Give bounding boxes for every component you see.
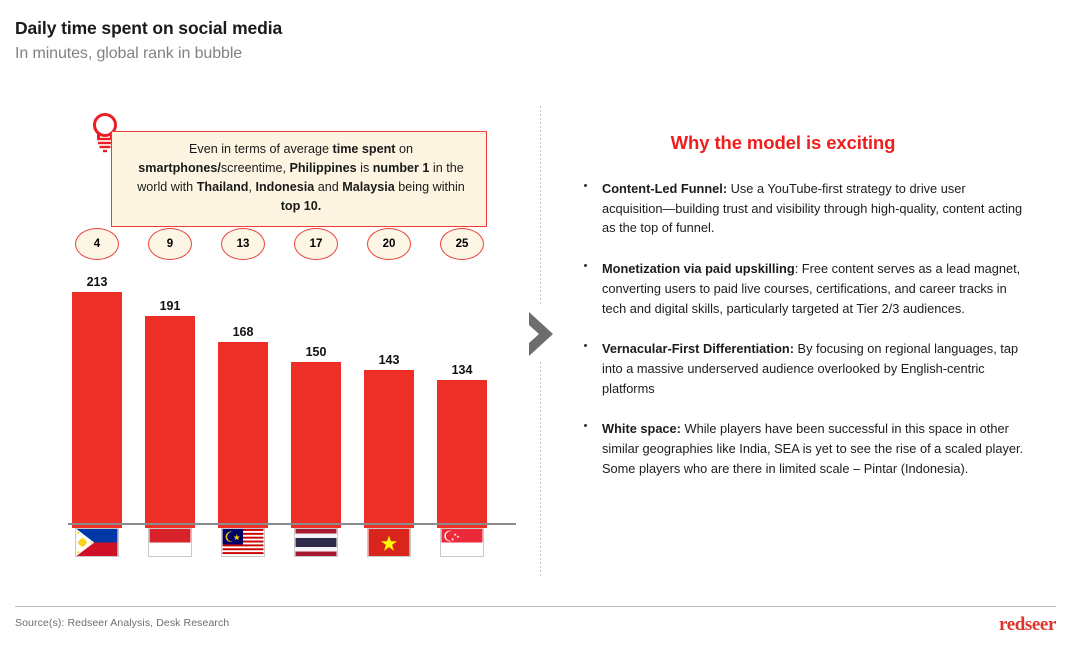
page-title: Daily time spent on social media — [15, 18, 283, 38]
bar-value-label: 150 — [305, 345, 327, 359]
footer-divider — [15, 606, 1056, 607]
rank-bubble-label: 13 — [236, 238, 250, 250]
rank-bubble-label: 17 — [309, 238, 323, 250]
rank-bubble: 20 — [367, 228, 411, 260]
bar-value-label: 191 — [159, 299, 181, 313]
rank-bubble: 9 — [148, 228, 192, 260]
insights-bullet-list: Content-Led Funnel: Use a YouTube-first … — [568, 179, 1028, 478]
list-item: White space: While players have been suc… — [582, 419, 1028, 478]
bar — [218, 342, 268, 528]
list-item-text: Content-Led Funnel: Use a YouTube-first … — [602, 181, 1023, 236]
bar-value-label: 168 — [232, 325, 254, 339]
bullet-dot-icon — [584, 344, 587, 348]
slide-header: Daily time spent on social media In minu… — [15, 18, 282, 64]
bar — [72, 292, 122, 528]
rank-bubble: 17 — [294, 228, 338, 260]
rank-bubble: 25 — [440, 228, 484, 260]
bar-column: 134 — [437, 270, 487, 528]
flag-row — [72, 528, 522, 560]
malaysia-flag-icon — [221, 528, 265, 557]
bar — [145, 316, 195, 528]
philippines-flag-icon — [75, 528, 119, 557]
bar-value-label: 143 — [378, 353, 400, 367]
list-item: Monetization via paid upskilling: Free c… — [582, 259, 1028, 318]
bar-value-label: 134 — [451, 363, 473, 377]
bar — [364, 370, 414, 528]
bar-column: 191 — [145, 270, 195, 528]
rank-bubble: 4 — [75, 228, 119, 260]
list-item: Vernacular-First Differentiation: By foc… — [582, 339, 1028, 398]
list-item-text: Monetization via paid upskilling: Free c… — [602, 261, 1021, 316]
bullet-dot-icon — [584, 264, 587, 268]
bar — [437, 380, 487, 528]
bar — [291, 362, 341, 528]
vietnam-flag-icon — [367, 528, 411, 557]
list-item-text: Vernacular-First Differentiation: By foc… — [602, 341, 1019, 396]
bullet-dot-icon — [584, 184, 587, 187]
lightbulb-icon — [88, 110, 122, 156]
insights-title: Why the model is exciting — [670, 132, 896, 153]
insight-callout: Even in terms of average time spent on s… — [111, 131, 487, 227]
source-note: Source(s): Redseer Analysis, Desk Resear… — [15, 617, 230, 629]
thailand-flag-icon — [294, 528, 338, 557]
chevron-right-icon — [523, 306, 559, 362]
rank-bubble-label: 25 — [455, 238, 469, 250]
rank-bubble-label: 4 — [93, 238, 101, 250]
rank-bubble: 13 — [221, 228, 265, 260]
insights-panel: Why the model is exciting Content-Led Fu… — [568, 132, 1028, 478]
x-axis-line — [68, 523, 516, 525]
bar-column: 213 — [72, 270, 122, 528]
bar-column: 168 — [218, 270, 268, 528]
page-subtitle: In minutes, global rank in bubble — [15, 44, 243, 62]
list-item-text: White space: While players have been suc… — [602, 421, 1024, 476]
list-item: Content-Led Funnel: Use a YouTube-first … — [582, 179, 1028, 238]
bar-column: 150 — [291, 270, 341, 528]
bar-chart: 213 191 168 150 143 134 — [72, 270, 522, 528]
indonesia-flag-icon — [148, 528, 192, 557]
insight-callout-text: Even in terms of average time spent on s… — [137, 142, 465, 214]
rank-bubble-label: 20 — [382, 238, 396, 250]
rank-bubble-label: 9 — [166, 238, 174, 250]
bullet-dot-icon — [584, 424, 587, 428]
rank-bubble-row: 4 9 13 17 20 25 — [72, 228, 522, 262]
singapore-flag-icon — [440, 528, 484, 557]
bar-column: 143 — [364, 270, 414, 528]
bar-value-label: 213 — [86, 275, 108, 289]
redseer-logo: redseer — [999, 614, 1056, 635]
